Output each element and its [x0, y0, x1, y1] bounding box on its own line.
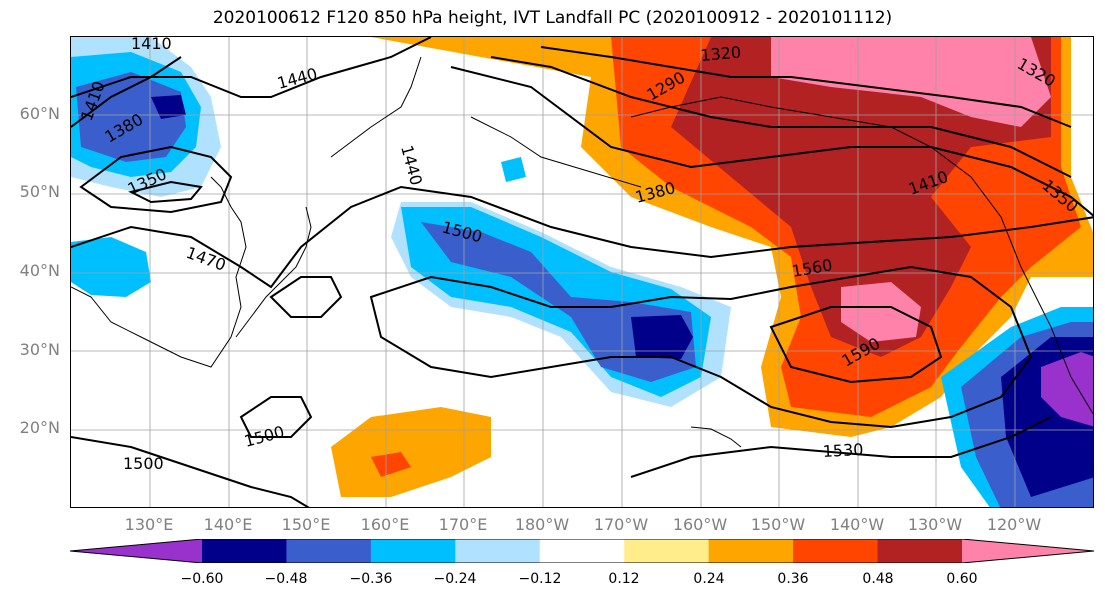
- shade-positive-sw-core: [371, 452, 411, 477]
- coast-kamchatka: [330, 56, 422, 158]
- colorbar-tick-label: 0.24: [693, 571, 725, 587]
- colorbar-extend-min: [70, 539, 202, 563]
- contour-1530-east: [630, 416, 1052, 478]
- graticule: [71, 37, 1093, 507]
- colorbar: [70, 539, 1094, 563]
- contour-label: 1500: [123, 454, 164, 473]
- contour-1500-south: [239, 396, 313, 438]
- colorbar-tick-label: 0.48: [862, 571, 894, 587]
- shade-negative-nw-core: [151, 95, 186, 119]
- coast-hawaii: [690, 426, 742, 448]
- contour-1350: [128, 180, 203, 204]
- contour-label: 1500: [242, 422, 286, 451]
- contour-1530: [71, 436, 310, 507]
- lat-label-30n: 30°N: [19, 340, 60, 359]
- height-contours: [71, 37, 1093, 507]
- lon-label-140e: 140°E: [203, 515, 253, 534]
- colorbar-tick-label: −0.12: [518, 571, 562, 587]
- contour-trough-3: [540, 46, 1072, 128]
- colorbar-segment: [708, 539, 794, 563]
- contour-1410: [71, 56, 182, 128]
- colorbar-tick-label: −0.48: [264, 571, 308, 587]
- lat-label-50n: 50°N: [19, 182, 60, 201]
- lon-label-120w: 120°W: [986, 515, 1042, 534]
- lon-label-140w: 140°W: [829, 515, 885, 534]
- colorbar-tick-label: 0.36: [777, 571, 809, 587]
- lat-label-40n: 40°N: [19, 261, 60, 280]
- lon-label-160e: 160°E: [360, 515, 410, 534]
- contour-trough-2: [490, 56, 1072, 178]
- coast-asia-east: [71, 176, 247, 368]
- contour-1440: [71, 37, 432, 98]
- contour-1470: [71, 185, 1093, 289]
- contour-trough-1: [450, 66, 1093, 217]
- colorbar-tick-label: −0.60: [180, 571, 224, 587]
- lat-label-60n: 60°N: [19, 104, 60, 123]
- colorbar-segment: [877, 539, 963, 563]
- shade-negative-central-core: [631, 315, 693, 359]
- colorbar-tick-label: 0.12: [608, 571, 640, 587]
- lon-label-180w: 180°W: [514, 515, 570, 534]
- map-canvas: 1410 1410 1440 1380 1350 1470 1440 1320 …: [71, 37, 1093, 507]
- colorbar-segment: [286, 539, 372, 563]
- shade-negative-nw-strong: [76, 72, 186, 162]
- contour-label: 1530: [822, 440, 864, 461]
- colorbar-segment: [793, 539, 879, 563]
- lon-label-130e: 130°E: [124, 515, 174, 534]
- colorbar-extend-max: [962, 539, 1094, 563]
- ivt-shading: [71, 37, 1093, 507]
- coast-aleutians: [470, 116, 642, 188]
- shade-negative-central-patch: [501, 157, 526, 182]
- coast-japan: [235, 206, 312, 338]
- shade-positive-east-strong: [671, 37, 1051, 357]
- shade-positive-east-peak2: [841, 282, 921, 342]
- shade-negative-west-small: [71, 237, 151, 297]
- contour-label: 1440: [397, 143, 426, 187]
- colorbar-segment: [455, 539, 541, 563]
- shade-positive-sw-light: [331, 407, 491, 497]
- colorbar-segment: [202, 539, 287, 563]
- contour-1500-high: [269, 276, 343, 318]
- colorbar-segment: [370, 539, 456, 563]
- shade-negative-central-strong: [421, 222, 696, 382]
- contour-label: 1440: [275, 64, 319, 93]
- colorbar-segment: [624, 539, 710, 563]
- contour-1560: [369, 265, 1033, 429]
- lon-label-130w: 130°W: [907, 515, 963, 534]
- contour-label: 1410: [131, 37, 172, 53]
- lon-label-150w: 150°W: [750, 515, 806, 534]
- contour-label: 1320: [700, 43, 742, 65]
- lat-label-20n: 20°N: [19, 418, 60, 437]
- colorbar-tick-label: 0.60: [946, 571, 978, 587]
- shade-negative-se-core: [1041, 352, 1093, 427]
- figure-title: 2020100612 F120 850 hPa height, IVT Land…: [212, 8, 893, 28]
- lon-label-170w: 170°W: [593, 515, 649, 534]
- lon-label-160w: 160°W: [672, 515, 728, 534]
- map-panel: 1410 1410 1440 1380 1350 1470 1440 1320 …: [70, 36, 1094, 508]
- contour-1590: [769, 306, 943, 384]
- lon-label-170e: 170°E: [438, 515, 488, 534]
- shade-positive-east-peak: [771, 37, 1051, 127]
- colorbar-tick-label: −0.36: [349, 571, 393, 587]
- lon-label-150e: 150°E: [281, 515, 331, 534]
- contour-label: 1470: [184, 243, 229, 275]
- contour-1380: [79, 145, 233, 214]
- colorbar-segment: [539, 539, 625, 563]
- colorbar-tick-label: −0.24: [433, 571, 477, 587]
